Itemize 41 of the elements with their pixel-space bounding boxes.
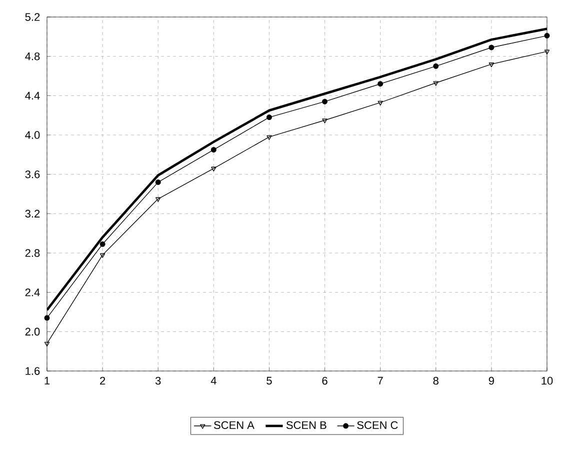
x-tick-label: 7	[378, 376, 383, 384]
point	[155, 179, 161, 185]
point	[378, 81, 384, 87]
point	[100, 253, 106, 258]
x-tick-label: 2	[100, 376, 106, 385]
y-tick-label: 2.0	[25, 328, 40, 336]
point	[544, 32, 550, 38]
point	[266, 135, 272, 140]
y-tick-label: 2.4	[25, 288, 40, 296]
y-tick-label: 2.8	[25, 249, 40, 257]
x-tick-label: 5	[266, 376, 272, 385]
x-tick-label: 1	[44, 376, 50, 384]
y-tick-label: 5.2	[25, 13, 40, 21]
point	[211, 166, 216, 172]
point	[322, 118, 328, 124]
x-tick-label: 10	[542, 376, 553, 385]
point	[322, 98, 328, 104]
x-tick-label: 6	[322, 376, 328, 385]
point	[100, 241, 106, 247]
x-tick-label: 8	[433, 376, 438, 385]
point	[488, 44, 494, 50]
y-tick-label: 4.4	[25, 92, 40, 100]
y-tick-label: 1.6	[26, 367, 40, 375]
point	[433, 81, 438, 86]
point	[210, 147, 216, 152]
legend-label: SCEN C	[357, 421, 398, 430]
legend-label: SCEN A	[214, 421, 254, 430]
point	[488, 62, 494, 68]
x-tick-label: 4	[210, 376, 216, 384]
y-tick-label: 3.2	[25, 210, 40, 218]
point	[433, 63, 439, 69]
x-tick-label: 3	[155, 376, 161, 385]
y-tick-label: 4.8	[25, 52, 40, 60]
y-tick-label: 4.0	[25, 131, 40, 139]
y-tick-label: 3.6	[25, 170, 40, 178]
x-tick-label: 9	[488, 376, 494, 385]
point	[156, 197, 161, 202]
legend-label: SCEN B	[286, 421, 326, 430]
point	[266, 114, 272, 120]
point	[378, 100, 383, 106]
point	[44, 315, 50, 321]
